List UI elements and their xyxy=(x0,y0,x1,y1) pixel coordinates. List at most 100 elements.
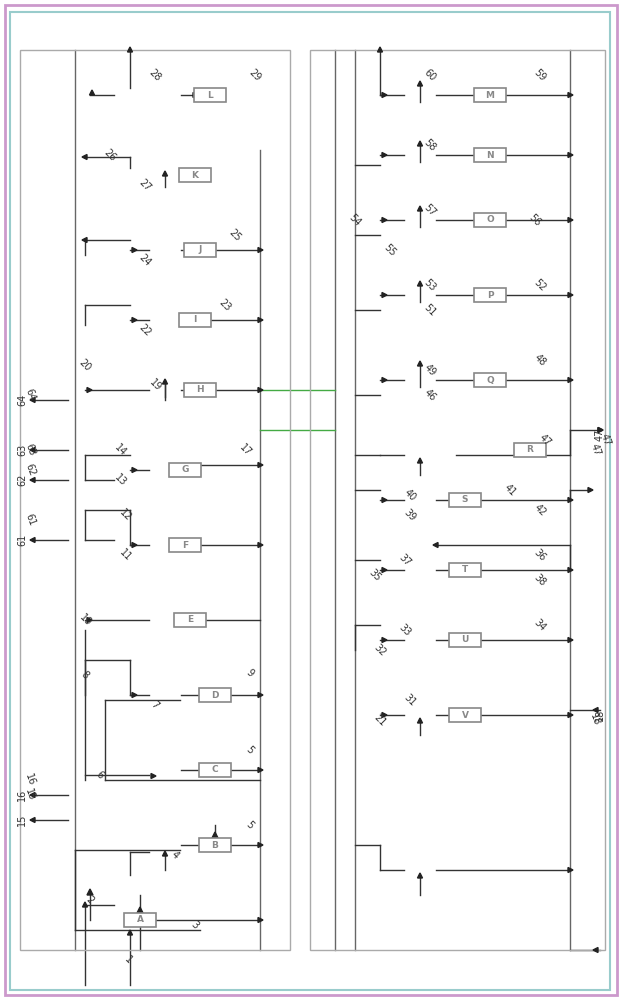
Text: R: R xyxy=(527,446,534,454)
Polygon shape xyxy=(132,318,137,322)
Text: F: F xyxy=(182,540,188,550)
Polygon shape xyxy=(378,47,383,52)
Text: 40: 40 xyxy=(402,487,418,503)
Text: P: P xyxy=(486,290,493,300)
Text: 9: 9 xyxy=(244,667,256,679)
Text: 62: 62 xyxy=(23,462,37,478)
Text: 13: 13 xyxy=(112,472,128,488)
Text: 18: 18 xyxy=(588,713,602,727)
Text: 61: 61 xyxy=(23,513,37,527)
Text: 26: 26 xyxy=(102,147,118,163)
Polygon shape xyxy=(128,47,132,52)
Text: J: J xyxy=(198,245,202,254)
Text: 31: 31 xyxy=(402,692,418,708)
Polygon shape xyxy=(417,458,422,463)
Text: Q: Q xyxy=(486,375,494,384)
Text: 8: 8 xyxy=(79,669,91,681)
Text: 63: 63 xyxy=(23,443,37,457)
Polygon shape xyxy=(417,281,422,286)
Bar xyxy=(179,168,211,182)
Text: 20: 20 xyxy=(77,357,93,373)
Polygon shape xyxy=(382,712,387,718)
Bar xyxy=(194,88,226,102)
Text: 29: 29 xyxy=(247,67,263,83)
Text: 21: 21 xyxy=(372,712,388,728)
Polygon shape xyxy=(132,692,137,698)
Polygon shape xyxy=(382,292,387,298)
Polygon shape xyxy=(382,218,387,223)
Polygon shape xyxy=(90,90,95,95)
Text: E: E xyxy=(187,615,193,624)
Text: C: C xyxy=(211,766,218,774)
Text: 52: 52 xyxy=(532,277,548,293)
Text: 24: 24 xyxy=(137,252,153,268)
Polygon shape xyxy=(588,488,593,492)
Text: 59: 59 xyxy=(532,67,548,83)
Polygon shape xyxy=(568,377,573,382)
Text: 7: 7 xyxy=(149,699,160,711)
Polygon shape xyxy=(132,247,137,252)
Bar xyxy=(174,613,206,627)
Polygon shape xyxy=(128,930,132,935)
Bar xyxy=(184,243,216,257)
Polygon shape xyxy=(132,542,137,548)
Polygon shape xyxy=(87,387,92,392)
Polygon shape xyxy=(258,247,263,252)
Polygon shape xyxy=(382,152,387,157)
Polygon shape xyxy=(258,542,263,548)
Polygon shape xyxy=(382,568,387,572)
Text: 60: 60 xyxy=(422,67,438,83)
Polygon shape xyxy=(30,478,35,483)
Text: 4: 4 xyxy=(169,849,181,861)
Text: 64: 64 xyxy=(17,394,27,406)
Text: G: G xyxy=(181,466,188,475)
Text: A: A xyxy=(136,916,144,924)
Text: 56: 56 xyxy=(527,212,543,228)
Polygon shape xyxy=(417,873,422,878)
Text: D: D xyxy=(211,690,219,700)
Text: 6: 6 xyxy=(95,769,106,781)
Polygon shape xyxy=(568,93,573,98)
Polygon shape xyxy=(258,387,263,392)
Polygon shape xyxy=(258,462,263,468)
Text: 57: 57 xyxy=(422,202,438,218)
Polygon shape xyxy=(568,292,573,298)
Polygon shape xyxy=(598,428,603,432)
Polygon shape xyxy=(417,718,422,723)
Polygon shape xyxy=(258,918,263,922)
Polygon shape xyxy=(382,377,387,382)
Text: 58: 58 xyxy=(422,137,438,153)
Polygon shape xyxy=(598,428,603,432)
Text: 11: 11 xyxy=(117,547,133,563)
Text: 64: 64 xyxy=(23,388,37,402)
Text: S: S xyxy=(462,495,468,504)
Bar xyxy=(179,313,211,327)
Text: 38: 38 xyxy=(532,572,548,588)
Text: 17: 17 xyxy=(237,442,253,458)
Polygon shape xyxy=(132,468,137,473)
Polygon shape xyxy=(30,448,35,452)
Text: 5: 5 xyxy=(244,819,256,831)
Bar xyxy=(124,913,156,927)
Text: 10: 10 xyxy=(77,612,93,628)
Text: N: N xyxy=(486,150,494,159)
Polygon shape xyxy=(162,379,167,384)
Text: 55: 55 xyxy=(382,242,398,258)
Text: 37: 37 xyxy=(397,552,413,568)
Text: 61: 61 xyxy=(17,534,27,546)
Polygon shape xyxy=(82,237,87,242)
Text: 2: 2 xyxy=(84,894,96,906)
Text: O: O xyxy=(486,216,494,225)
Text: I: I xyxy=(193,316,197,324)
Bar xyxy=(514,443,546,457)
Polygon shape xyxy=(568,867,573,872)
Text: 47: 47 xyxy=(588,442,602,458)
Text: T: T xyxy=(462,566,468,574)
Text: 14: 14 xyxy=(112,442,128,458)
Text: 41: 41 xyxy=(502,482,518,498)
Text: 35: 35 xyxy=(367,567,383,583)
Polygon shape xyxy=(151,774,156,778)
Text: 28: 28 xyxy=(147,67,163,83)
Text: 15: 15 xyxy=(23,787,37,803)
Polygon shape xyxy=(433,542,438,548)
